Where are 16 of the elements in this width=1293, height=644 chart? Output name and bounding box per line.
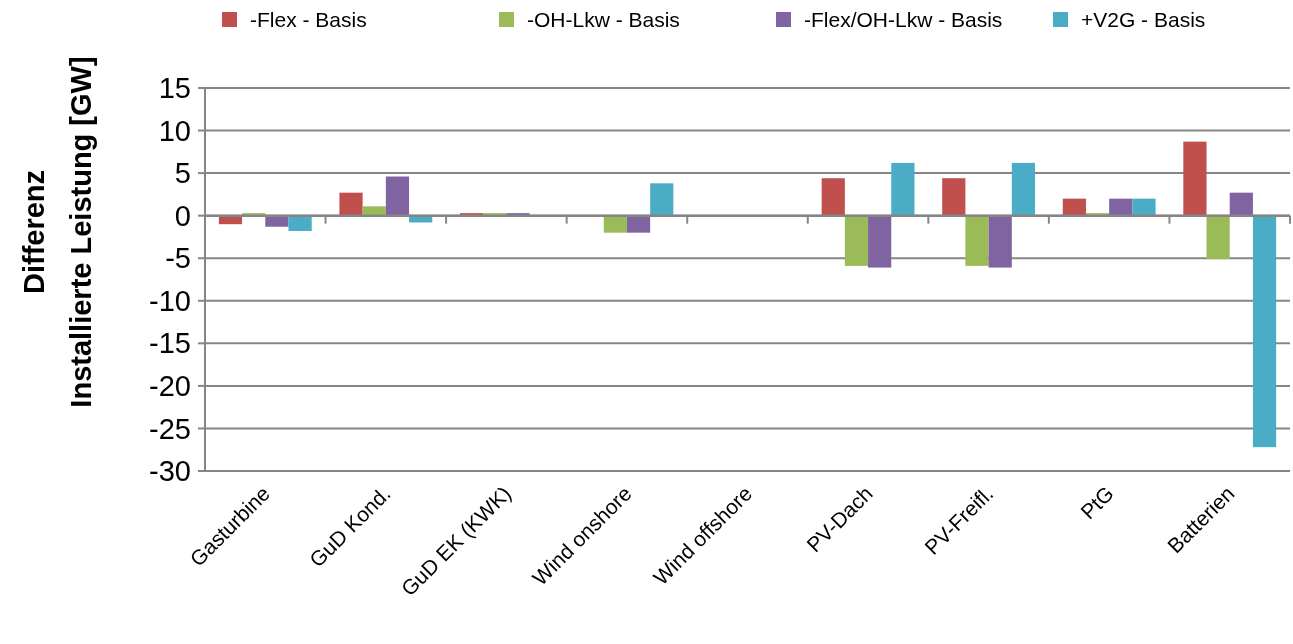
y-tick-label: 10 [158, 114, 191, 147]
y-tick-label: 5 [174, 157, 191, 190]
y-tick-label: 15 [158, 72, 191, 105]
legend-label: -Flex/OH-Lkw - Basis [804, 8, 1003, 32]
y-tick-label: -5 [165, 242, 191, 275]
y-tick-label: 0 [174, 199, 191, 232]
y-tick-label: -30 [149, 455, 191, 488]
y-tick-label: -20 [149, 370, 191, 403]
legend-label: -OH-Lkw - Basis [527, 8, 680, 32]
y-tick-label: -15 [149, 327, 191, 360]
y-axis-title: Differenz Installierte Leistung [GW] [18, 56, 97, 408]
y-tick-label: -25 [149, 412, 191, 445]
legend-label: +V2G - Basis [1081, 8, 1206, 32]
x-tick-label: PtG [1076, 481, 1118, 524]
legend-label: -Flex - Basis [250, 8, 367, 32]
y-tick-label: -10 [149, 284, 191, 317]
